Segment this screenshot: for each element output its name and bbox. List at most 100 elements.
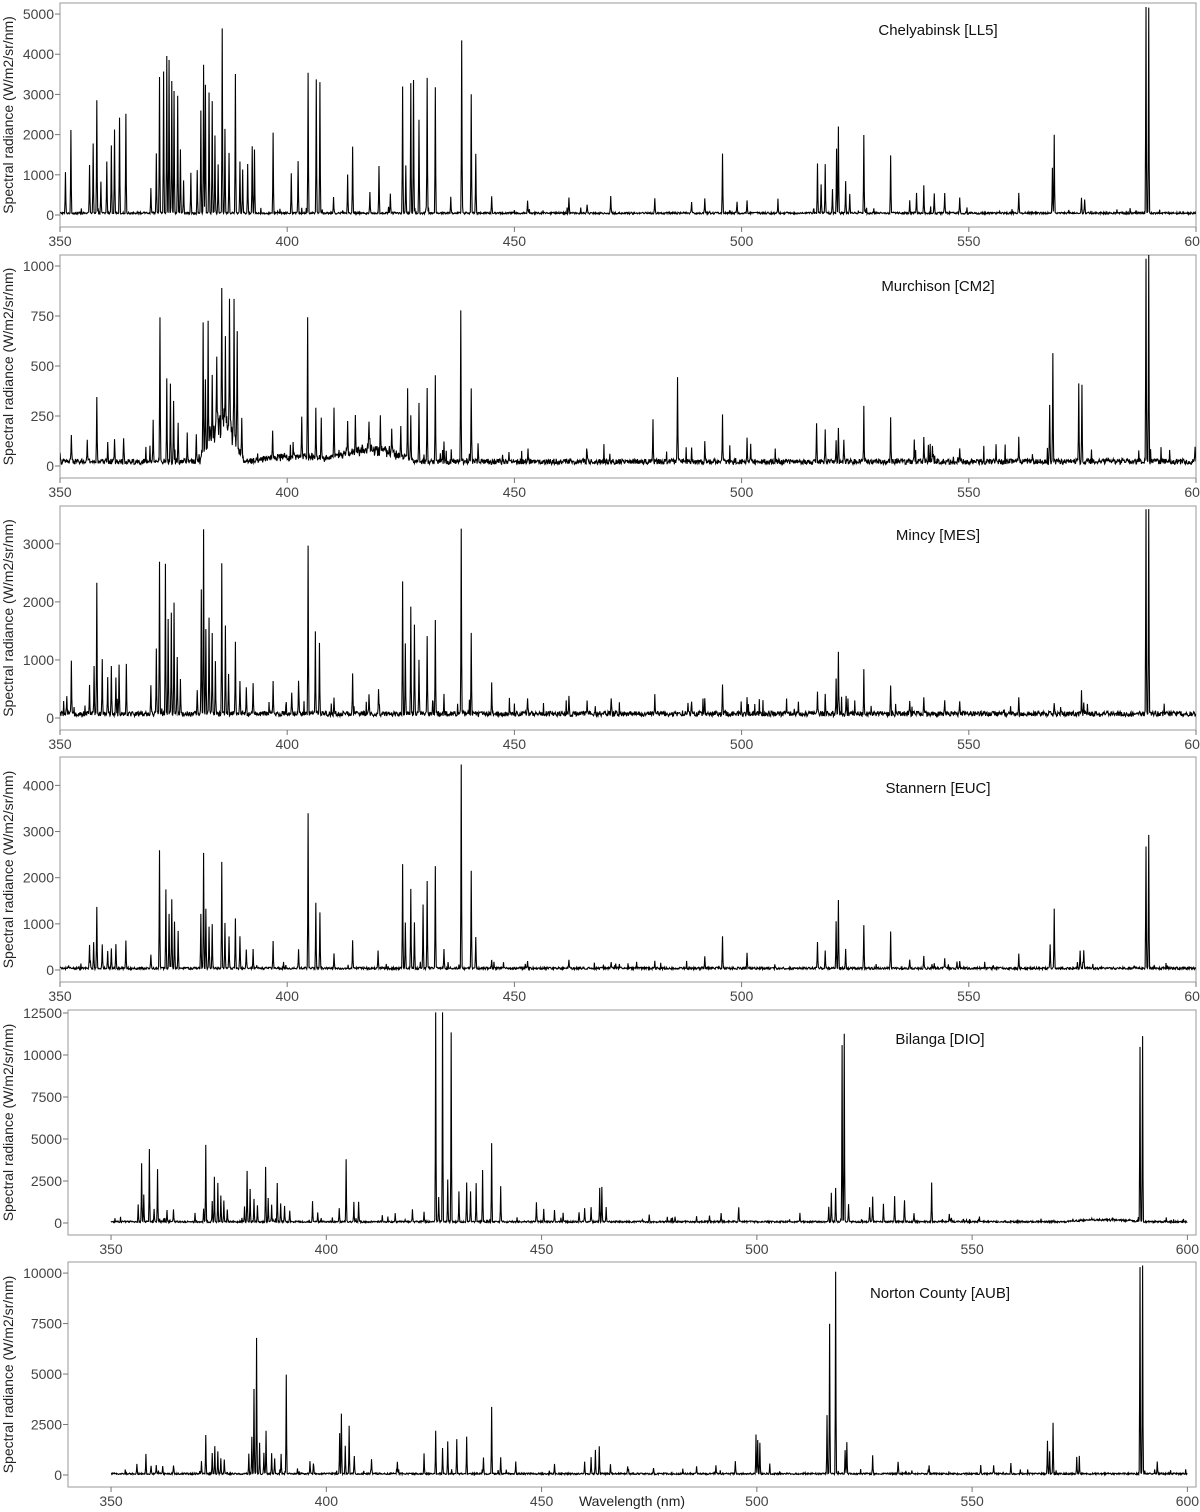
panel-title: Mincy [MES] [896, 527, 980, 544]
x-tick-label: 600 [1176, 1493, 1200, 1509]
y-tick-label: 2500 [31, 1417, 62, 1433]
plot-frame [59, 756, 1197, 983]
x-tick-label: 350 [48, 988, 72, 1004]
panel-title: Chelyabinsk [LL5] [878, 22, 997, 39]
y-tick-label: 2000 [23, 594, 54, 610]
spectrum-panel: 0 1000 2000 3000 350 400 450 500 550 600 Spectral … [0, 505, 1200, 752]
x-tick-label: 350 [48, 233, 72, 249]
y-axis-label: Spectral radiance (W/m2/sr/nm) [0, 1276, 16, 1474]
plot-frame [59, 2, 1197, 228]
x-tick-label: 550 [960, 1241, 984, 1257]
panel-title: Stannern [EUC] [885, 780, 990, 797]
y-tick-label: 12500 [23, 1005, 62, 1021]
x-tick-label: 550 [960, 1493, 984, 1509]
y-tick-label: 10000 [23, 1047, 62, 1063]
x-tick-label: 500 [730, 233, 754, 249]
figure-x-axis-label: Wavelength (nm) [579, 1493, 685, 1509]
y-tick-label: 1000 [23, 167, 54, 183]
y-tick-label: 1000 [23, 652, 54, 668]
x-tick-label: 550 [957, 233, 981, 249]
y-tick-label: 5000 [31, 1131, 62, 1147]
x-tick-label: 550 [957, 484, 981, 500]
spectrum-panel: 0 250 500 750 1000 350 400 450 500 550 600 Spectral… [0, 254, 1200, 500]
x-tick-label: 450 [530, 1493, 554, 1509]
x-tick-label: 500 [730, 736, 754, 752]
x-tick-label: 400 [276, 736, 300, 752]
y-tick-label: 0 [46, 458, 54, 474]
x-tick-label: 600 [1176, 1241, 1200, 1257]
spectrum-panel: 0 1000 2000 3000 4000 350 400 450 500 550 600 Spect… [0, 756, 1200, 1004]
x-tick-label: 550 [957, 988, 981, 1004]
y-tick-label: 0 [46, 962, 54, 978]
y-axis-label: Spectral radiance (W/m2/sr/nm) [0, 16, 16, 214]
x-tick-label: 400 [276, 988, 300, 1004]
y-tick-label: 1000 [23, 916, 54, 932]
spectrum-line [110, 1012, 1188, 1225]
panel-title: Bilanga [DIO] [895, 1031, 984, 1048]
x-tick-label: 450 [503, 988, 527, 1004]
y-tick-label: 500 [31, 358, 55, 374]
x-tick-label: 500 [745, 1241, 769, 1257]
y-tick-label: 7500 [31, 1316, 62, 1332]
spectrum-line [60, 509, 1196, 719]
y-tick-label: 750 [31, 308, 55, 324]
y-tick-label: 4000 [23, 46, 54, 62]
x-tick-label: 400 [315, 1241, 339, 1257]
plot-frame [67, 1261, 1197, 1488]
panel-title: Murchison [CM2] [881, 278, 994, 295]
x-tick-label: 600 [1184, 988, 1200, 1004]
y-tick-label: 3000 [23, 824, 54, 840]
x-tick-label: 450 [503, 736, 527, 752]
y-tick-label: 0 [46, 710, 54, 726]
x-tick-label: 500 [730, 988, 754, 1004]
y-tick-label: 7500 [31, 1089, 62, 1105]
spectrum-line [110, 1265, 1188, 1477]
x-tick-label: 400 [276, 233, 300, 249]
y-tick-label: 10000 [23, 1265, 62, 1281]
x-tick-label: 450 [530, 1241, 554, 1257]
spectrum-line [60, 764, 1196, 972]
y-tick-label: 2500 [31, 1173, 62, 1189]
spectrum-panel: 0 1000 2000 3000 4000 5000 350 400 450 500 550 600 S… [0, 2, 1200, 249]
x-tick-label: 450 [503, 484, 527, 500]
x-tick-label: 350 [99, 1493, 123, 1509]
y-tick-label: 3000 [23, 86, 54, 102]
x-tick-label: 500 [745, 1493, 769, 1509]
plot-frame [67, 1009, 1197, 1236]
x-tick-label: 600 [1184, 233, 1200, 249]
y-axis-label: Spectral radiance (W/m2/sr/nm) [0, 519, 16, 717]
y-axis-label: Spectral radiance (W/m2/sr/nm) [0, 1024, 16, 1222]
x-tick-label: 350 [99, 1241, 123, 1257]
y-tick-label: 0 [54, 1215, 62, 1231]
y-axis-label: Spectral radiance (W/m2/sr/nm) [0, 771, 16, 969]
x-tick-label: 350 [48, 484, 72, 500]
x-tick-label: 500 [730, 484, 754, 500]
x-tick-label: 600 [1184, 736, 1200, 752]
spectrum-line [60, 7, 1196, 217]
x-tick-label: 600 [1184, 484, 1200, 500]
y-tick-label: 3000 [23, 536, 54, 552]
y-tick-label: 1000 [23, 258, 54, 274]
spectrum-line [60, 255, 1196, 467]
x-tick-label: 550 [957, 736, 981, 752]
y-tick-label: 0 [46, 207, 54, 223]
y-tick-label: 250 [31, 408, 55, 424]
plot-frame [59, 505, 1197, 731]
x-tick-label: 350 [48, 736, 72, 752]
x-tick-label: 400 [315, 1493, 339, 1509]
y-axis-label: Spectral radiance (W/m2/sr/nm) [0, 268, 16, 466]
plot-frame [59, 254, 1197, 479]
y-tick-label: 2000 [23, 870, 54, 886]
x-tick-label: 400 [276, 484, 300, 500]
y-tick-label: 5000 [31, 1366, 62, 1382]
x-tick-label: 450 [503, 233, 527, 249]
spectrum-panel: 0 2500 5000 7500 10000 12500 350 400 450 500 550 60… [0, 1005, 1199, 1257]
y-tick-label: 4000 [23, 777, 54, 793]
y-tick-label: 2000 [23, 127, 54, 143]
y-tick-label: 0 [54, 1467, 62, 1483]
panel-title: Norton County [AUB] [870, 1285, 1010, 1302]
spectrum-panel: 0 2500 5000 7500 10000 350 400 450 500 550 600 Spec… [0, 1261, 1200, 1509]
y-tick-label: 5000 [23, 6, 54, 22]
